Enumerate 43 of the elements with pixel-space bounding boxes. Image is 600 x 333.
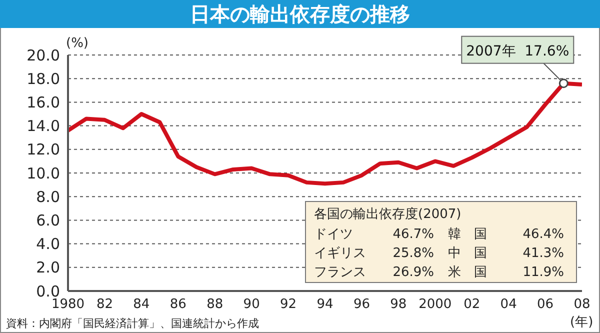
x-tick-label: 86 — [170, 297, 186, 312]
annotation: 2007年 17.6% — [466, 43, 570, 60]
y-tick-label: 8.0 — [36, 188, 60, 206]
y-tick-label: 20.0 — [26, 46, 60, 64]
y-tick-label: 2.0 — [36, 258, 60, 277]
x-tick-label: 1980 — [51, 297, 85, 312]
x-tick-label: 98 — [390, 297, 407, 312]
annotation: 韓 国 — [447, 226, 488, 244]
annotation: 46.7% — [392, 226, 434, 244]
annotation: 11.9% — [522, 264, 564, 282]
x-tick-label: 06 — [537, 297, 554, 312]
x-tick-label: 82 — [96, 297, 113, 312]
x-tick-label: 02 — [464, 297, 480, 312]
annotation: 中 国 — [447, 245, 488, 263]
annotation: イギリス — [314, 245, 367, 263]
x-tick-label: 96 — [353, 297, 370, 312]
x-tick-label: 90 — [243, 297, 260, 312]
annotation: 41.3% — [522, 245, 564, 263]
annotation: 各国の輸出依存度(2007) — [314, 206, 462, 223]
y-axis-title: (%) — [66, 36, 88, 51]
x-tick-label: 04 — [500, 297, 517, 312]
annotation: 25.8% — [392, 245, 434, 263]
y-tick-label: 4.0 — [36, 235, 60, 254]
annotation: 米 国 — [447, 264, 488, 282]
annotation: 26.9% — [392, 264, 434, 282]
x-tick-label: 84 — [133, 297, 150, 312]
chart-title: 日本の輸出依存度の推移 — [0, 0, 600, 28]
y-tick-label: 12.0 — [26, 140, 60, 159]
annotation: ドイツ — [314, 226, 354, 244]
y-tick-label: 10.0 — [26, 164, 60, 182]
y-tick-label: 16.0 — [26, 94, 60, 112]
annotation: フランス — [314, 264, 367, 282]
x-tick-label: 88 — [206, 297, 224, 312]
text: 資料：内閣府「国民経済計算」、国連統計から作成 — [6, 316, 259, 331]
annotation: 46.4% — [522, 226, 564, 244]
x-axis-title: (年) — [570, 314, 594, 331]
x-tick-label: 92 — [280, 297, 297, 312]
y-tick-label: 14.0 — [26, 117, 60, 136]
x-tick-label: 08 — [574, 297, 590, 312]
y-tick-label: 18.0 — [26, 70, 60, 88]
x-tick-label: 94 — [316, 297, 334, 312]
y-tick-label: 6.0 — [36, 212, 60, 230]
x-tick-label: 2000 — [418, 297, 452, 312]
